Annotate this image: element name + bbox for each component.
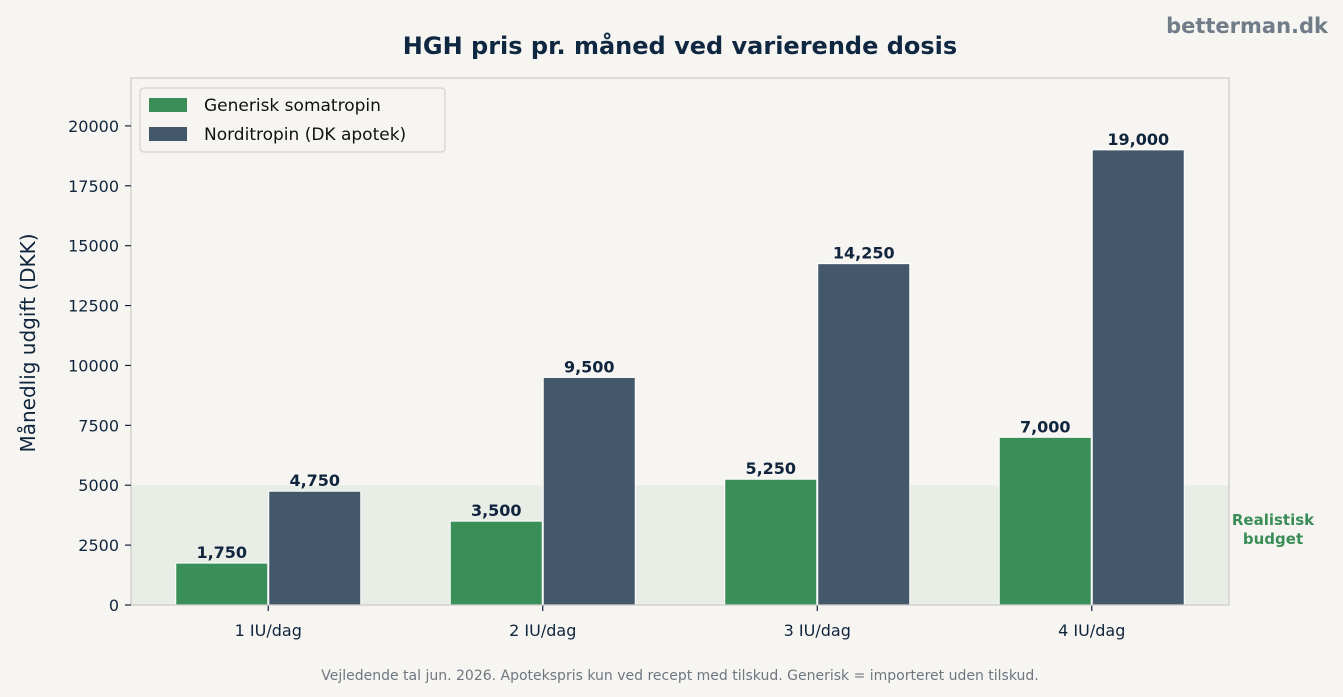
y-tick-label: 0 xyxy=(109,596,119,615)
bar-norditropin-1 xyxy=(268,490,362,606)
data-label: 19,000 xyxy=(1107,130,1169,149)
bar-norditropin-3 xyxy=(817,263,911,606)
x-tick-label: 2 IU/dag xyxy=(509,621,576,640)
data-label: 7,000 xyxy=(1020,417,1071,436)
footnote: Vejledende tal jun. 2026. Apotekspris ku… xyxy=(321,668,1039,684)
data-label: 9,500 xyxy=(564,357,615,376)
data-label: 3,500 xyxy=(471,501,522,520)
x-tick-label: 3 IU/dag xyxy=(784,621,851,640)
plot-frame xyxy=(130,77,1230,606)
legend-swatch xyxy=(149,127,187,141)
y-axis-label: Månedlig udgift (DKK) xyxy=(16,233,40,452)
legend-entry: Norditropin (DK apotek) xyxy=(204,125,406,145)
data-label: 14,250 xyxy=(833,244,895,263)
bar-generic-1 xyxy=(175,562,269,606)
y-tick-label: 17500 xyxy=(68,177,119,196)
y-tick-label: 5000 xyxy=(78,476,119,495)
x-tick-label: 1 IU/dag xyxy=(235,621,302,640)
bar-generic-3 xyxy=(724,478,818,606)
data-label: 4,750 xyxy=(289,471,340,490)
legend-entry: Generisk somatropin xyxy=(204,96,381,116)
y-tick-label: 12500 xyxy=(68,297,119,316)
legend-swatch xyxy=(149,98,187,112)
brand-watermark: betterman.dk xyxy=(1166,14,1329,38)
bar-generic-4 xyxy=(998,436,1092,606)
bar-norditropin-4 xyxy=(1091,149,1185,606)
chart-title: HGH pris pr. måned ved varierende dosis xyxy=(403,31,957,60)
y-tick-label: 20000 xyxy=(68,117,119,136)
legend: Generisk somatropin Norditropin (DK apote… xyxy=(139,87,446,153)
data-label: 5,250 xyxy=(745,459,796,478)
budget-band-label: Realistisk budget xyxy=(1232,511,1315,548)
data-label: 1,750 xyxy=(196,543,247,562)
y-tick-label: 10000 xyxy=(68,356,119,375)
bar-norditropin-2 xyxy=(542,376,636,606)
legend-box xyxy=(139,87,446,153)
y-tick-label: 7500 xyxy=(78,416,119,435)
x-tick-label: 4 IU/dag xyxy=(1058,621,1125,640)
y-tick-label: 2500 xyxy=(78,536,119,555)
y-tick-label: 15000 xyxy=(68,237,119,256)
bar-generic-2 xyxy=(449,520,543,606)
